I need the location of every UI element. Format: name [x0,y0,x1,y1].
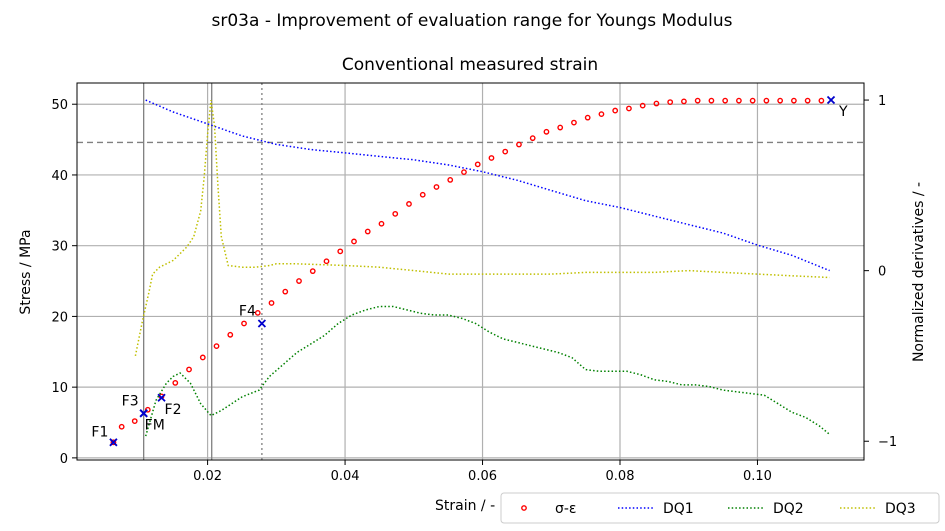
sigma-eps-point [461,169,467,176]
sigma-eps-point [213,343,220,350]
reference-lines [77,83,864,460]
feature-label-f2: F2 [165,402,182,418]
chart-subtitle: Conventional measured strain [342,55,598,75]
sigma-eps-point [790,97,797,104]
sigma-eps-point [639,102,646,109]
sigma-eps-point [447,177,454,183]
sigma-eps-point [543,128,550,135]
feature-marker [826,95,836,105]
feature-label-fm: FM [145,417,165,433]
series-line-dq2 [144,305,831,437]
sigma-eps-point [804,97,811,104]
feature-marker [109,438,118,447]
y2-tick-label: 1 [878,94,886,109]
sigma-eps-point [118,423,125,430]
series-line-dq1 [145,99,830,272]
feature-marker [139,409,148,418]
sigma-eps-point [598,111,605,118]
sigma-eps-point [131,418,138,424]
sigma-eps-point [708,97,715,104]
sigma-eps-point [653,100,660,107]
legend-marker [521,505,527,511]
x-tick-label: 0.04 [331,469,360,484]
feature-marker [157,393,166,402]
sigma-eps-point [144,406,151,413]
sigma-eps-point [736,97,742,104]
grid [77,83,864,460]
y2-tick-label: −1 [878,435,897,450]
legend-label: DQ3 [885,501,916,517]
sigma-eps-point [323,258,330,265]
chart-title: sr03a - Improvement of evaluation range … [212,11,733,31]
sigma-eps-point [227,331,234,338]
sigma-eps-point [763,97,770,104]
sigma-eps-point [818,97,825,104]
y-tick-label: 20 [51,310,68,325]
feature-label-f4: F4 [239,303,256,319]
sigma-eps-point [667,99,674,105]
sigma-eps-point [584,114,591,121]
y-tick-label: 30 [51,240,68,255]
sigma-eps-point [378,220,385,227]
x-tick-label: 0.02 [193,469,222,484]
sigma-eps-point [571,119,577,126]
y-axis-label: Stress / MPa [18,229,34,314]
feature-marker [257,319,267,328]
sigma-eps-point [172,380,179,386]
sigma-eps-point [186,366,192,373]
sigma-eps-point [722,97,729,104]
sigma-eps-point [282,288,289,295]
y-tick-label: 50 [51,98,68,113]
sigma-eps-point [351,238,357,245]
y-tick-label: 0 [60,452,68,467]
feature-label-f1: F1 [91,424,108,440]
sigma-eps-point [488,155,495,161]
sigma-eps-point [364,228,371,235]
sigma-eps-point [777,97,784,104]
feature-label-y: Y [838,104,848,120]
sigma-eps-point [309,268,316,275]
legend-label: σ-ε [555,501,577,517]
feature-label-f3: F3 [122,393,139,409]
sigma-eps-point [694,97,701,104]
sigma-eps-point [406,201,412,207]
y2-tick-label: 0 [878,265,886,280]
sigma-eps-point [612,107,619,114]
y2-axis-label: Normalized derivatives / - [911,182,927,362]
axes: 0.02 0.04 0.06 0.08 0.10 0 10 20 30 40 50 −1 0 1 [51,94,897,484]
sigma-eps-point [626,105,632,112]
sigma-eps-point [392,210,399,217]
legend: σ-ε DQ1 DQ2 DQ3 [500,492,940,524]
x-tick-label: 0.10 [743,469,772,484]
sigma-eps-point [557,124,564,131]
sigma-eps-point [199,354,206,361]
y-tick-label: 40 [51,169,68,184]
sigma-eps-point [254,309,261,316]
legend-label: DQ1 [663,501,694,517]
sigma-eps-point [474,161,481,168]
sigma-eps-point [296,278,302,284]
sigma-eps-point [241,320,247,327]
y-tick-label: 10 [51,381,68,396]
sigma-eps-point [110,439,117,446]
sigma-eps-point [268,300,275,306]
sigma-eps-point [749,97,756,104]
sigma-eps-point [433,184,440,190]
x-tick-label: 0.06 [468,469,497,484]
sigma-eps-point [337,248,344,255]
sigma-eps-point [502,148,509,155]
legend-frame [500,492,940,524]
x-tick-label: 0.08 [606,469,635,484]
legend-label: DQ2 [773,501,804,517]
sigma-eps-point [681,98,687,105]
series-layer [110,97,831,446]
sigma-eps-point [516,141,522,148]
sigma-eps-point [419,191,426,198]
x-axis-label: Strain / - [435,498,495,514]
sigma-eps-point [529,135,536,142]
plot-frame [76,82,865,461]
